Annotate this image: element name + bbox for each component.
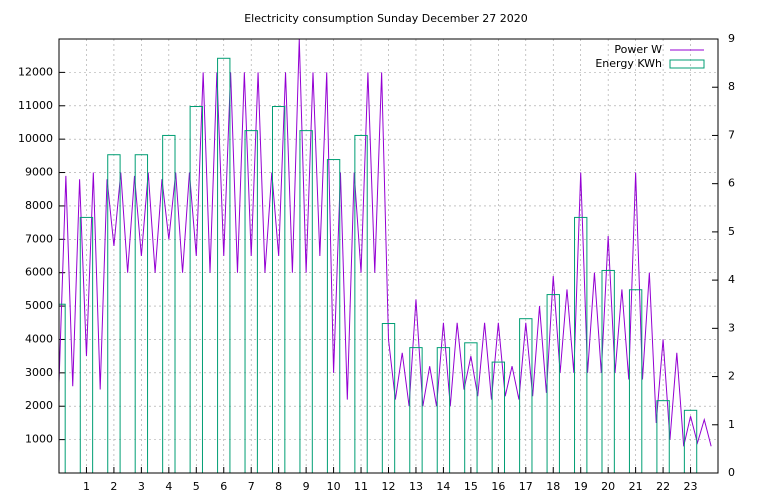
energy-box bbox=[628, 289, 643, 473]
x-tick-label: 21 bbox=[629, 480, 643, 493]
y2-tick-label: 8 bbox=[728, 80, 735, 93]
y2-tick-label: 5 bbox=[728, 225, 735, 238]
x-tick-label: 22 bbox=[656, 480, 670, 493]
x-tick-label: 5 bbox=[193, 480, 200, 493]
x-tick-label: 7 bbox=[248, 480, 255, 493]
x-tick-label: 13 bbox=[409, 480, 423, 493]
y-tick-label: 5000 bbox=[25, 299, 53, 312]
energy-box bbox=[519, 318, 533, 473]
y-tick-label: 1000 bbox=[25, 433, 53, 446]
energy-box bbox=[244, 130, 258, 473]
y-tick-label: 9000 bbox=[25, 166, 53, 179]
legend-label: Power W bbox=[614, 43, 662, 56]
energy-box bbox=[107, 154, 121, 473]
y2-tick-label: 0 bbox=[728, 466, 735, 479]
y2-tick-label: 2 bbox=[728, 370, 735, 383]
y-tick-label: 4000 bbox=[25, 332, 53, 345]
y2-tick-label: 1 bbox=[728, 418, 735, 431]
x-tick-label: 1 bbox=[83, 480, 90, 493]
y-tick-label: 8000 bbox=[25, 199, 53, 212]
energy-box bbox=[326, 159, 341, 473]
x-tick-label: 18 bbox=[546, 480, 560, 493]
energy-box bbox=[409, 347, 423, 473]
y-tick-label: 12000 bbox=[18, 65, 53, 78]
x-tick-label: 17 bbox=[519, 480, 533, 493]
y-tick-label: 11000 bbox=[18, 99, 53, 112]
x-tick-label: 9 bbox=[303, 480, 310, 493]
x-tick-label: 8 bbox=[275, 480, 282, 493]
x-tick-label: 19 bbox=[574, 480, 588, 493]
x-tick-label: 23 bbox=[684, 480, 698, 493]
energy-box bbox=[436, 347, 451, 473]
legend-swatch bbox=[669, 59, 705, 69]
legend-label: Energy KWh bbox=[595, 57, 662, 70]
chart-title: Electricity consumption Sunday December … bbox=[244, 12, 528, 25]
energy-box bbox=[299, 130, 313, 473]
energy-box bbox=[189, 106, 203, 473]
energy-box bbox=[79, 216, 94, 473]
y-tick-label: 7000 bbox=[25, 232, 53, 245]
energy-box bbox=[574, 216, 588, 473]
y-tick-label: 2000 bbox=[25, 399, 53, 412]
energy-box bbox=[491, 361, 506, 473]
y2-tick-label: 7 bbox=[728, 128, 735, 141]
y2-tick-label: 3 bbox=[728, 321, 735, 334]
x-tick-label: 12 bbox=[382, 480, 396, 493]
x-tick-label: 2 bbox=[110, 480, 117, 493]
x-tick-label: 11 bbox=[354, 480, 368, 493]
y2-tick-label: 9 bbox=[728, 32, 735, 45]
y-tick-label: 6000 bbox=[25, 266, 53, 279]
energy-box bbox=[217, 57, 231, 473]
energy-box bbox=[271, 106, 286, 473]
plot-area bbox=[59, 39, 712, 473]
x-tick-label: 14 bbox=[436, 480, 450, 493]
energy-box bbox=[601, 269, 615, 473]
plot-border bbox=[58, 38, 719, 474]
energy-box bbox=[134, 154, 149, 473]
x-tick-label: 16 bbox=[491, 480, 505, 493]
y-tick-label: 3000 bbox=[25, 366, 53, 379]
y2-tick-label: 4 bbox=[728, 273, 735, 286]
x-tick-label: 3 bbox=[138, 480, 145, 493]
x-tick-label: 15 bbox=[464, 480, 478, 493]
x-tick-label: 4 bbox=[165, 480, 172, 493]
energy-box bbox=[546, 294, 560, 473]
x-tick-label: 10 bbox=[327, 480, 341, 493]
y2-tick-label: 6 bbox=[728, 177, 735, 190]
energy-box bbox=[381, 323, 396, 473]
y-tick-label: 10000 bbox=[18, 132, 53, 145]
x-tick-label: 6 bbox=[220, 480, 227, 493]
x-tick-label: 20 bbox=[601, 480, 615, 493]
